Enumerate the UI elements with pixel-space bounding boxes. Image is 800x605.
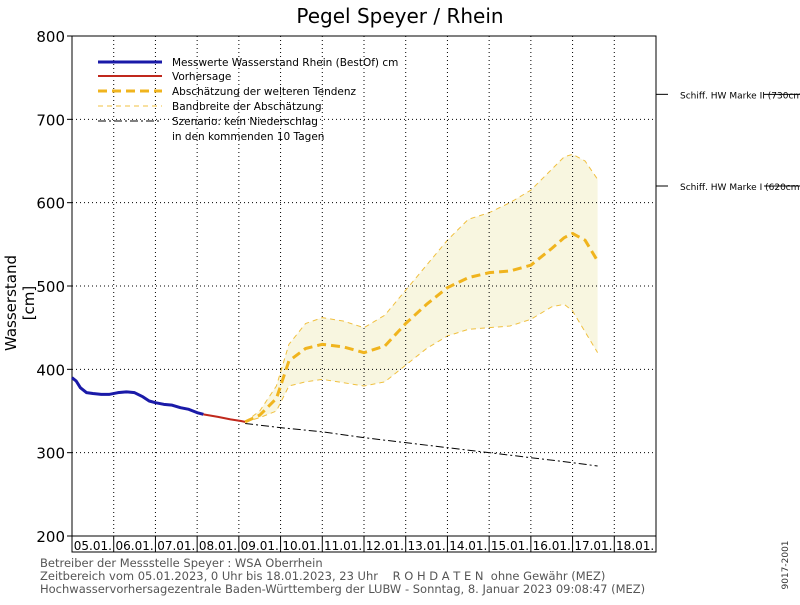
legend-label-tendency: Abschätzung der weiteren Tendenz [172, 86, 357, 98]
series-tendency [244, 232, 599, 424]
x-tick-label: 06.01. [115, 539, 153, 553]
x-tick-label: 09.01. [241, 539, 279, 553]
x-tick-label: 14.01. [449, 539, 487, 553]
footer-operator: Betreiber der Messstelle Speyer : WSA Ob… [40, 556, 323, 570]
threshold-label: Schiff. HW Marke I (620cm) [680, 183, 800, 193]
y-tick-label: 300 [36, 445, 65, 463]
y-tick-label: 200 [36, 528, 65, 546]
legend-label-forecast: Vorhersage [172, 71, 231, 83]
footer-timerange: Zeitbereich vom 05.01.2023, 0 Uhr bis 18… [40, 569, 606, 583]
x-tick-label: 16.01. [533, 539, 571, 553]
x-tick-label: 10.01. [282, 539, 320, 553]
x-tick-label: 17.01. [574, 539, 612, 553]
x-tick-label: 12.01. [366, 539, 404, 553]
y-tick-label: 400 [36, 361, 65, 379]
x-tick-label: 08.01. [199, 539, 237, 553]
version-code: 9017-2001 [781, 540, 791, 590]
y-tick-label: 700 [36, 111, 65, 129]
band-lower-line [244, 303, 599, 423]
y-tick-label: 800 [36, 28, 65, 46]
series-forecast [203, 413, 246, 423]
legend-label-measured: Messwerte Wasserstand Rhein (BestOf) cm [172, 57, 398, 69]
band-area [245, 154, 598, 422]
y-tick-label: 600 [36, 195, 65, 213]
chart-title: Pegel Speyer / Rhein [296, 4, 504, 28]
legend-label-scenario-line2: in den kommenden 10 Tagen [172, 131, 324, 143]
x-tick-label: 13.01. [407, 539, 445, 553]
band-upper-line [244, 153, 599, 423]
x-tick-label: 11.01. [324, 539, 362, 553]
x-tick-label: 18.01. [616, 539, 654, 553]
threshold-label: Schiff. HW Marke II (730cm) [680, 91, 800, 101]
legend-label-band: Bandbreite der Abschätzung [172, 101, 322, 113]
x-tick-label: 05.01. [74, 539, 112, 553]
y-tick-label: 500 [36, 278, 65, 296]
x-tick-label: 15.01. [491, 539, 529, 553]
x-tick-label: 07.01. [157, 539, 195, 553]
series-measured [71, 376, 204, 416]
series-scenario [245, 423, 598, 467]
footer-publisher: Hochwasservorhersagezentrale Baden-Württ… [40, 582, 646, 596]
legend-label-scenario: Szenario: kein Niederschlag [172, 116, 318, 128]
